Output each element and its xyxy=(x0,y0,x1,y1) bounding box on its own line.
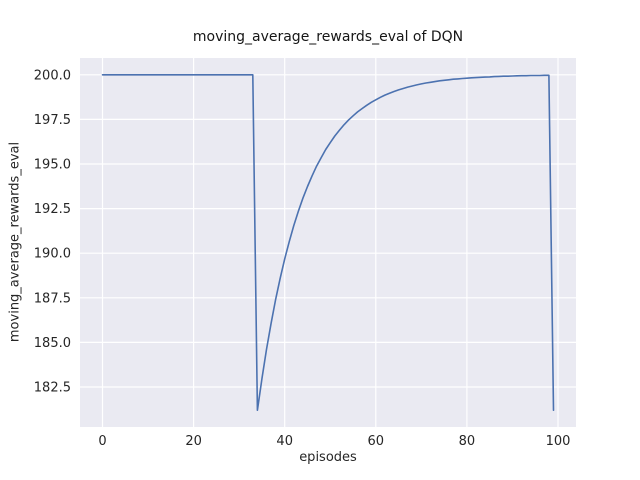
x-tick-label: 0 xyxy=(98,434,106,449)
x-axis-label: episodes xyxy=(299,450,357,465)
x-tick-label: 100 xyxy=(546,434,571,449)
y-tick-label: 192.5 xyxy=(34,202,71,217)
y-tick-label: 187.5 xyxy=(34,291,71,306)
x-tick-label: 20 xyxy=(185,434,202,449)
y-tick-label: 195.0 xyxy=(34,158,71,173)
y-tick-label: 197.5 xyxy=(34,113,71,128)
x-tick-label: 40 xyxy=(276,434,293,449)
x-tick-label: 80 xyxy=(459,434,476,449)
y-tick-label: 185.0 xyxy=(34,336,71,351)
y-tick-label: 200.0 xyxy=(34,68,71,83)
plot-background xyxy=(80,58,576,427)
series-line xyxy=(101,74,555,411)
x-tick-label: 60 xyxy=(368,434,385,449)
y-axis-label: moving_average_rewards_eval xyxy=(7,141,23,343)
y-tick-label: 190.0 xyxy=(34,247,71,262)
chart-title: moving_average_rewards_eval of DQN xyxy=(192,29,464,45)
y-tick-label: 182.5 xyxy=(34,381,71,396)
